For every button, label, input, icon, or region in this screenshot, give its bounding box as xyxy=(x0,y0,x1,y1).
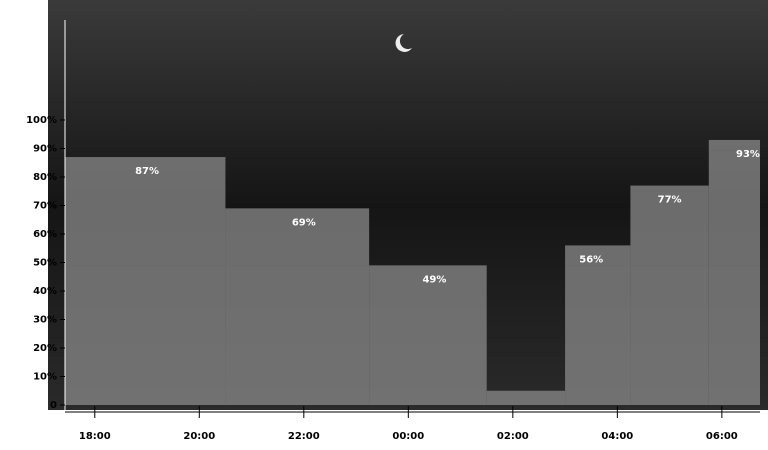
y-tick-label: 70% xyxy=(33,201,57,212)
value-label: 56% xyxy=(579,254,603,265)
x-tick-label: 02:00 xyxy=(497,431,529,442)
value-label: 69% xyxy=(292,217,316,228)
x-tick-label: 04:00 xyxy=(601,431,633,442)
x-tick-label: 00:00 xyxy=(392,431,424,442)
value-label: 49% xyxy=(422,274,446,285)
bar xyxy=(369,265,487,405)
y-tick-label: 30% xyxy=(33,315,57,326)
x-tick-label: 06:00 xyxy=(706,431,738,442)
x-tick-label: 20:00 xyxy=(183,431,215,442)
bar xyxy=(225,208,370,405)
x-tick-label: 18:00 xyxy=(79,431,111,442)
value-label: 77% xyxy=(658,195,682,206)
moon-icon xyxy=(395,34,412,52)
bar xyxy=(565,245,631,405)
y-tick-label: 0 xyxy=(50,400,57,411)
bar xyxy=(708,139,760,405)
x-tick-label: 22:00 xyxy=(288,431,320,442)
bar xyxy=(65,157,226,405)
y-tick-label: 50% xyxy=(33,258,57,269)
value-label: 87% xyxy=(135,166,159,177)
y-tick-label: 40% xyxy=(33,286,57,297)
bar xyxy=(630,185,709,405)
y-tick-label: 20% xyxy=(33,343,57,354)
y-tick-label: 90% xyxy=(33,144,57,155)
y-tick-label: 60% xyxy=(33,229,57,240)
y-tick-label: 80% xyxy=(33,172,57,183)
y-tick-label: 100% xyxy=(26,115,57,126)
bar xyxy=(486,390,566,405)
y-tick-label: 10% xyxy=(33,372,57,383)
value-label: 93% xyxy=(736,149,760,160)
